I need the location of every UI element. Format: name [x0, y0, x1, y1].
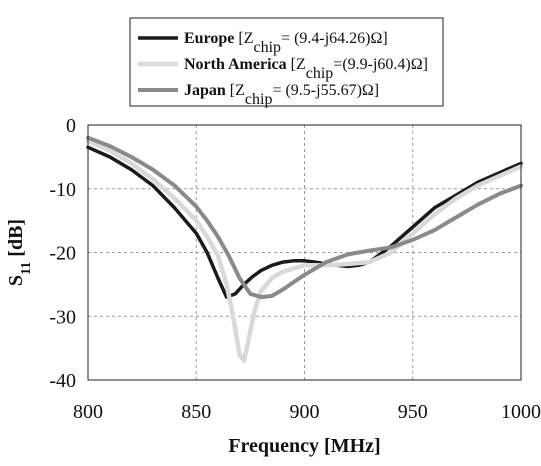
legend-entry: Europe [Zchip= (9.4-j64.26)Ω]	[184, 30, 388, 56]
legend-subscript: chip	[254, 39, 282, 56]
x-tick-label: 850	[181, 401, 211, 423]
legend-impedance: =(9.9-j60.4)Ω]	[333, 56, 428, 73]
y-axis-title-subscript: 11	[19, 262, 34, 275]
y-tick-label: -10	[49, 179, 76, 201]
legend-subscript: chip	[306, 65, 334, 82]
x-tick-label: 800	[73, 401, 103, 423]
legend-series-name: Japan	[184, 82, 230, 99]
legend-box	[129, 17, 444, 107]
grid	[88, 125, 521, 380]
y-tick-label: -40	[49, 370, 76, 392]
x-tick-label: 1000	[501, 401, 541, 423]
y-tick-label: -20	[49, 243, 76, 265]
y-tick-labels: 0 -10 -20 -30 -40	[49, 115, 76, 392]
y-tick-label: 0	[66, 115, 76, 137]
x-tick-labels: 800 850 900 950 1000	[73, 401, 541, 423]
y-tick-label: -30	[49, 306, 76, 328]
y-axis-title-unit: [dB]	[5, 219, 27, 262]
legend-subscript: chip	[245, 91, 273, 108]
plot-area	[87, 124, 522, 381]
x-tick-label: 900	[290, 401, 320, 423]
series-line-japan	[86, 135, 523, 300]
legend-series-name: Europe	[184, 30, 238, 47]
x-axis-title: Frequency [MHz]	[228, 435, 380, 457]
y-axis-title-main: S	[5, 275, 27, 286]
legend-impedance: = (9.4-j64.26)Ω]	[281, 30, 388, 47]
legend-entry: Japan [Zchip= (9.5-j55.67)Ω]	[184, 82, 379, 108]
legend-series-name: North America	[184, 56, 291, 73]
series-line-europe	[86, 145, 523, 299]
series-lines	[85, 135, 524, 364]
legend-impedance: = (9.5-j55.67)Ω]	[272, 82, 379, 99]
y-axis-title: S11 [dB]	[5, 219, 34, 286]
legend-entry: North America [Zchip=(9.9-j60.4)Ω]	[184, 56, 428, 82]
legend-bracket: [Z	[291, 56, 306, 73]
legend: Europe [Zchip= (9.4-j64.26)Ω]North Ameri…	[129, 17, 444, 108]
legend-bracket: [Z	[230, 82, 245, 99]
legend-bracket: [Z	[238, 30, 253, 47]
x-tick-label: 950	[398, 401, 428, 423]
series-line-north-america	[85, 138, 524, 364]
